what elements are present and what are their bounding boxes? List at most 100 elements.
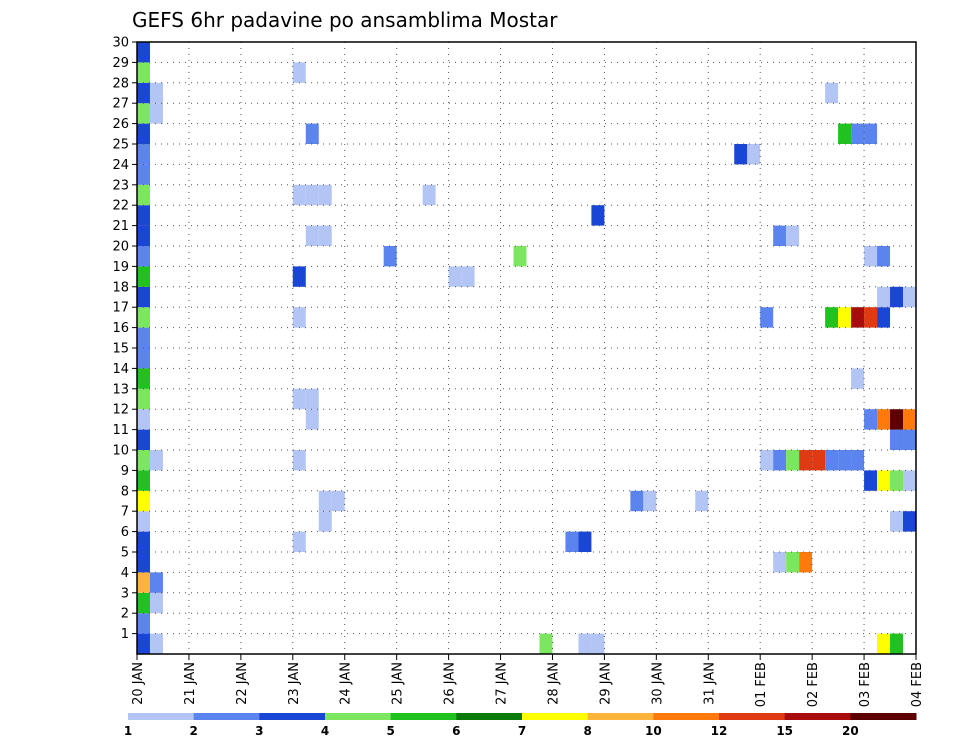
heatmap-cell (864, 246, 878, 267)
heatmap-cell (292, 531, 306, 552)
y-tick-label: 19 (112, 260, 129, 275)
heatmap-cell (877, 286, 891, 308)
heatmap-cell (838, 123, 852, 144)
x-tick-label: 26 JAN (443, 662, 458, 705)
heatmap-cell (137, 552, 150, 573)
x-tick-label: 21 JAN (183, 662, 198, 705)
colorbar-label: 10 (645, 724, 662, 738)
heatmap-cell (137, 184, 150, 206)
heatmap-cell (877, 409, 891, 430)
colorbar-label: 3 (255, 724, 263, 738)
heatmap-cell (305, 123, 319, 144)
heatmap-cell (851, 450, 865, 471)
colorbar-label: 15 (776, 724, 793, 738)
y-tick-label: 2 (121, 607, 129, 622)
y-tick-label: 26 (112, 117, 129, 132)
y-tick-label: 15 (112, 342, 129, 357)
x-tick-label: 27 JAN (495, 662, 510, 705)
y-tick-label: 25 (112, 138, 129, 153)
y-tick-label: 4 (121, 566, 129, 581)
y-tick-label: 17 (112, 301, 129, 316)
heatmap-cells (137, 42, 916, 654)
heatmap-cell (773, 450, 787, 471)
colorbar-swatch (259, 713, 326, 720)
heatmap-cell (877, 307, 891, 328)
heatmap-cell (318, 184, 332, 206)
colorbar-legend: 1 2 3 4 5 6 7 8 10 12 15 20 (124, 713, 917, 738)
heatmap-cell (565, 531, 579, 552)
heatmap-cell (591, 205, 605, 226)
heatmap-cell (137, 531, 150, 552)
colorbar-label: 8 (583, 724, 591, 738)
y-tick-label: 27 (112, 97, 129, 112)
colorbar-swatch (719, 713, 786, 720)
colorbar-label: 5 (386, 724, 394, 738)
heatmap-cell (903, 429, 916, 450)
y-tick-label: 29 (112, 56, 129, 71)
heatmap-cell (149, 592, 163, 614)
colorbar-swatch (193, 713, 260, 720)
heatmap-cell (786, 552, 800, 573)
heatmap-cell (890, 286, 904, 308)
y-axis: 1234567891011121314151617181920212223242… (112, 36, 137, 642)
heatmap-cell (137, 286, 150, 308)
y-tick-label: 18 (112, 280, 129, 295)
y-tick-label: 30 (112, 36, 129, 51)
heatmap-cell (578, 633, 592, 654)
y-tick-label: 20 (112, 240, 129, 255)
heatmap-cell (137, 633, 150, 654)
heatmap-cell (760, 450, 774, 471)
heatmap-cell (851, 368, 865, 389)
colorbar-label: 7 (518, 724, 526, 738)
heatmap-cell (137, 307, 150, 328)
y-tick-label: 28 (112, 76, 129, 91)
heatmap-cell (630, 490, 644, 512)
x-tick-label: 29 JAN (598, 662, 613, 705)
heatmap-cell (799, 552, 813, 573)
heatmap-cell (851, 123, 865, 144)
heatmap-cell (292, 62, 306, 83)
heatmap-cell (851, 307, 865, 328)
heatmap-cell (137, 450, 150, 471)
colorbar-swatch (456, 713, 523, 720)
heatmap-cell (318, 511, 332, 532)
y-tick-label: 16 (112, 321, 129, 336)
heatmap-cell (137, 470, 150, 491)
y-tick-label: 5 (121, 546, 129, 561)
colorbar-swatch (587, 713, 654, 720)
x-axis: 20 JAN 21 JAN 22 JAN 23 JAN 24 JAN 25 JAN 26 J… (131, 654, 925, 707)
heatmap-cell (578, 531, 592, 552)
y-tick-label: 24 (112, 158, 129, 173)
heatmap-cell (890, 429, 904, 450)
heatmap-cell (903, 409, 916, 430)
heatmap-cell (838, 307, 852, 328)
y-tick-label: 22 (112, 199, 129, 214)
heatmap-cell (864, 307, 878, 328)
colorbar-label: 2 (189, 724, 197, 738)
heatmap-cell (864, 123, 878, 144)
heatmap-cell (137, 429, 150, 450)
colorbar-label: 6 (452, 724, 460, 738)
heatmap-cell (318, 225, 332, 246)
x-tick-label: 28 JAN (546, 662, 561, 705)
heatmap-cell (137, 144, 150, 165)
heatmap-cell (773, 225, 787, 246)
x-tick-label: 04 FEB (910, 662, 925, 707)
y-tick-label: 11 (112, 423, 129, 438)
heatmap-cell (137, 103, 150, 124)
x-tick-label: 20 JAN (131, 662, 146, 705)
heatmap-cell (292, 307, 306, 328)
y-tick-label: 10 (112, 444, 129, 459)
heatmap-cell (825, 82, 839, 104)
heatmap-cell (305, 184, 319, 206)
heatmap-cell (149, 572, 163, 593)
heatmap-cell (137, 572, 150, 593)
y-tick-label: 12 (112, 403, 129, 418)
heatmap-cell (137, 62, 150, 83)
heatmap-cell (864, 409, 878, 430)
x-tick-label: 25 JAN (391, 662, 406, 705)
colorbar-swatch (325, 713, 392, 720)
heatmap-cell (864, 470, 878, 491)
heatmap-cell (137, 164, 150, 185)
